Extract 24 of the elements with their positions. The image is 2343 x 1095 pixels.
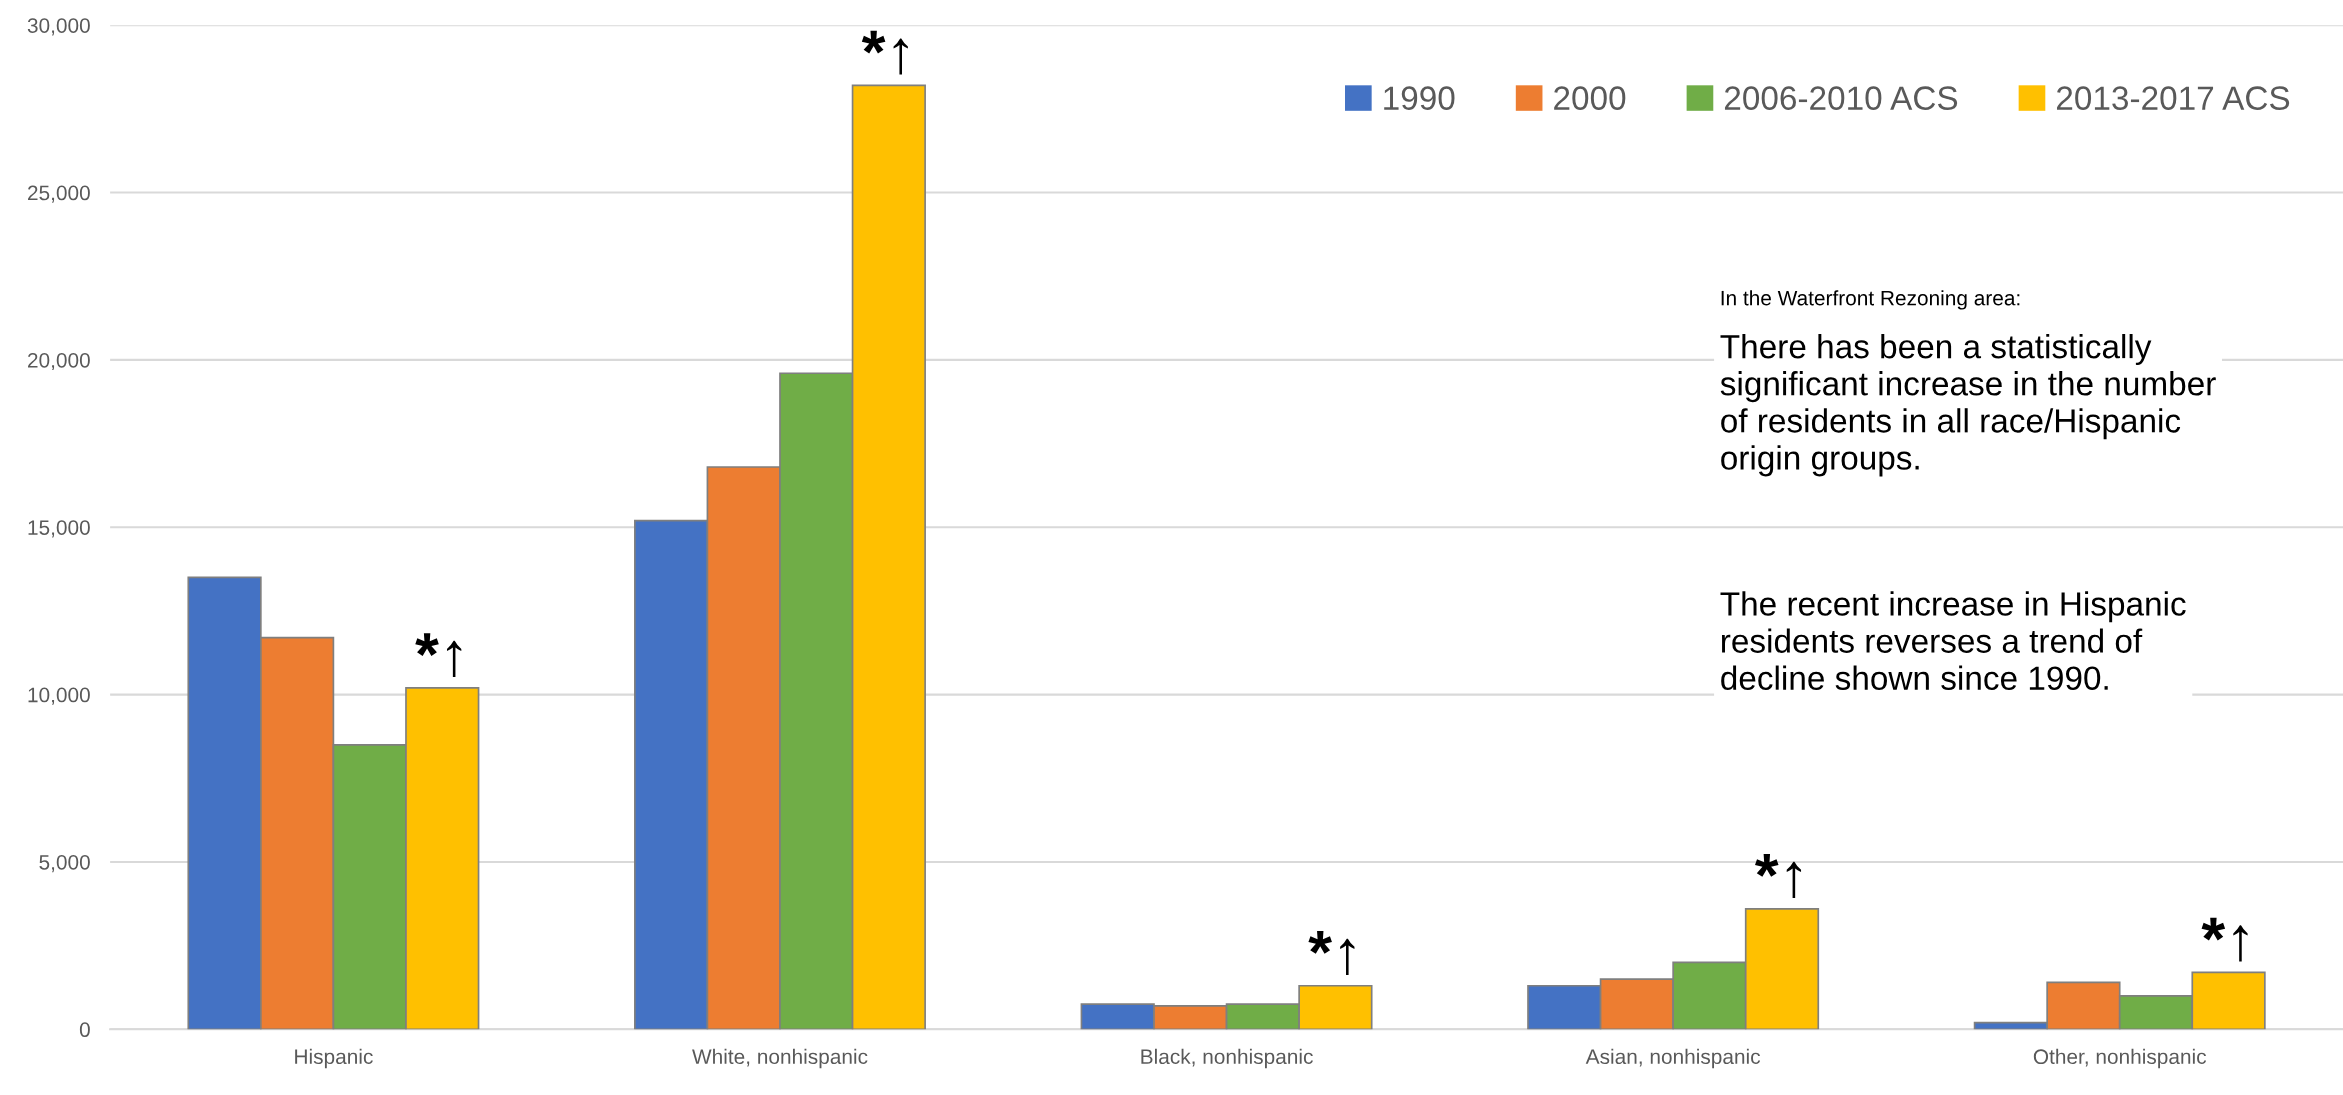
data-label: *↑	[2201, 917, 2248, 962]
y-tick-label: 0	[79, 1022, 90, 1038]
x-tick-label: Other, nonhispanic	[2033, 1048, 2207, 1069]
y-tick-label: 10,000	[28, 687, 90, 705]
x-tick-label: Hispanic	[295, 1048, 373, 1069]
legend-label: 2013-2017 ACS	[2056, 86, 2290, 110]
annotation: There has been a statistically significant increase in the number of residents in all race/Hispanic origin groups.	[1720, 333, 2216, 477]
data-label: *↑	[415, 633, 462, 678]
annotation: In the Waterfront Rezoning area:	[1721, 290, 2020, 310]
legend-label: 2000	[1554, 86, 1626, 110]
data-label: *↑	[1308, 931, 1355, 975]
y-tick-label: 5,000	[39, 854, 90, 873]
y-tick-label: 30,000	[27, 18, 90, 36]
x-tick-label: White, nonhispanic	[692, 1048, 868, 1069]
y-tick-label: 25,000	[28, 185, 90, 203]
x-tick-label: Asian, nonhispanic	[1585, 1048, 1761, 1069]
legend-label: 2006-2010 ACS	[1724, 86, 1958, 110]
annotation: The recent increase in Hispanic residents reverses a trend of decline shown since 1990.	[1720, 591, 2186, 691]
data-label: *↑	[861, 30, 908, 75]
y-tick-label: 15,000	[28, 520, 90, 538]
legend-label: 1990	[1384, 86, 1455, 110]
data-label: *↑	[1755, 854, 1802, 898]
y-tick-label: 20,000	[28, 352, 90, 371]
x-tick-label: Black, nonhispanic	[1141, 1048, 1313, 1069]
